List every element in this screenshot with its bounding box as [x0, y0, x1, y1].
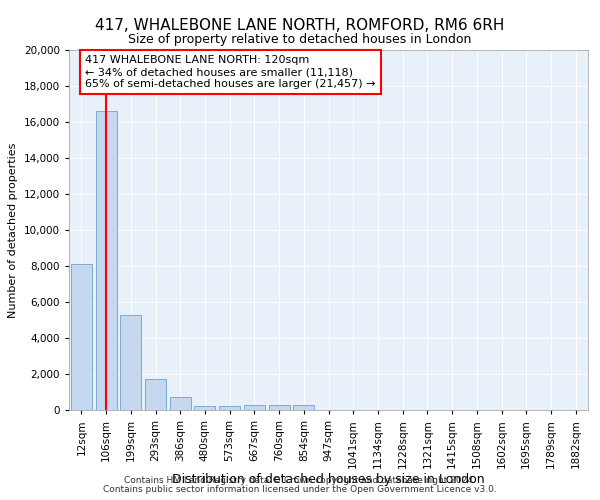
Bar: [219, 406, 240, 410]
Bar: [293, 404, 314, 410]
Bar: [71, 264, 92, 410]
Bar: [95, 111, 116, 410]
Bar: [170, 396, 191, 410]
Text: Contains HM Land Registry data © Crown copyright and database right 2024.: Contains HM Land Registry data © Crown c…: [124, 476, 476, 485]
Text: Size of property relative to detached houses in London: Size of property relative to detached ho…: [128, 32, 472, 46]
Bar: [120, 314, 141, 410]
X-axis label: Distribution of detached houses by size in London: Distribution of detached houses by size …: [172, 474, 485, 486]
Text: 417, WHALEBONE LANE NORTH, ROMFORD, RM6 6RH: 417, WHALEBONE LANE NORTH, ROMFORD, RM6 …: [95, 18, 505, 32]
Text: 417 WHALEBONE LANE NORTH: 120sqm
← 34% of detached houses are smaller (11,118)
6: 417 WHALEBONE LANE NORTH: 120sqm ← 34% o…: [85, 56, 376, 88]
Bar: [244, 404, 265, 410]
Bar: [194, 406, 215, 410]
Bar: [145, 378, 166, 410]
Text: Contains public sector information licensed under the Open Government Licence v3: Contains public sector information licen…: [103, 485, 497, 494]
Y-axis label: Number of detached properties: Number of detached properties: [8, 142, 18, 318]
Bar: [269, 404, 290, 410]
